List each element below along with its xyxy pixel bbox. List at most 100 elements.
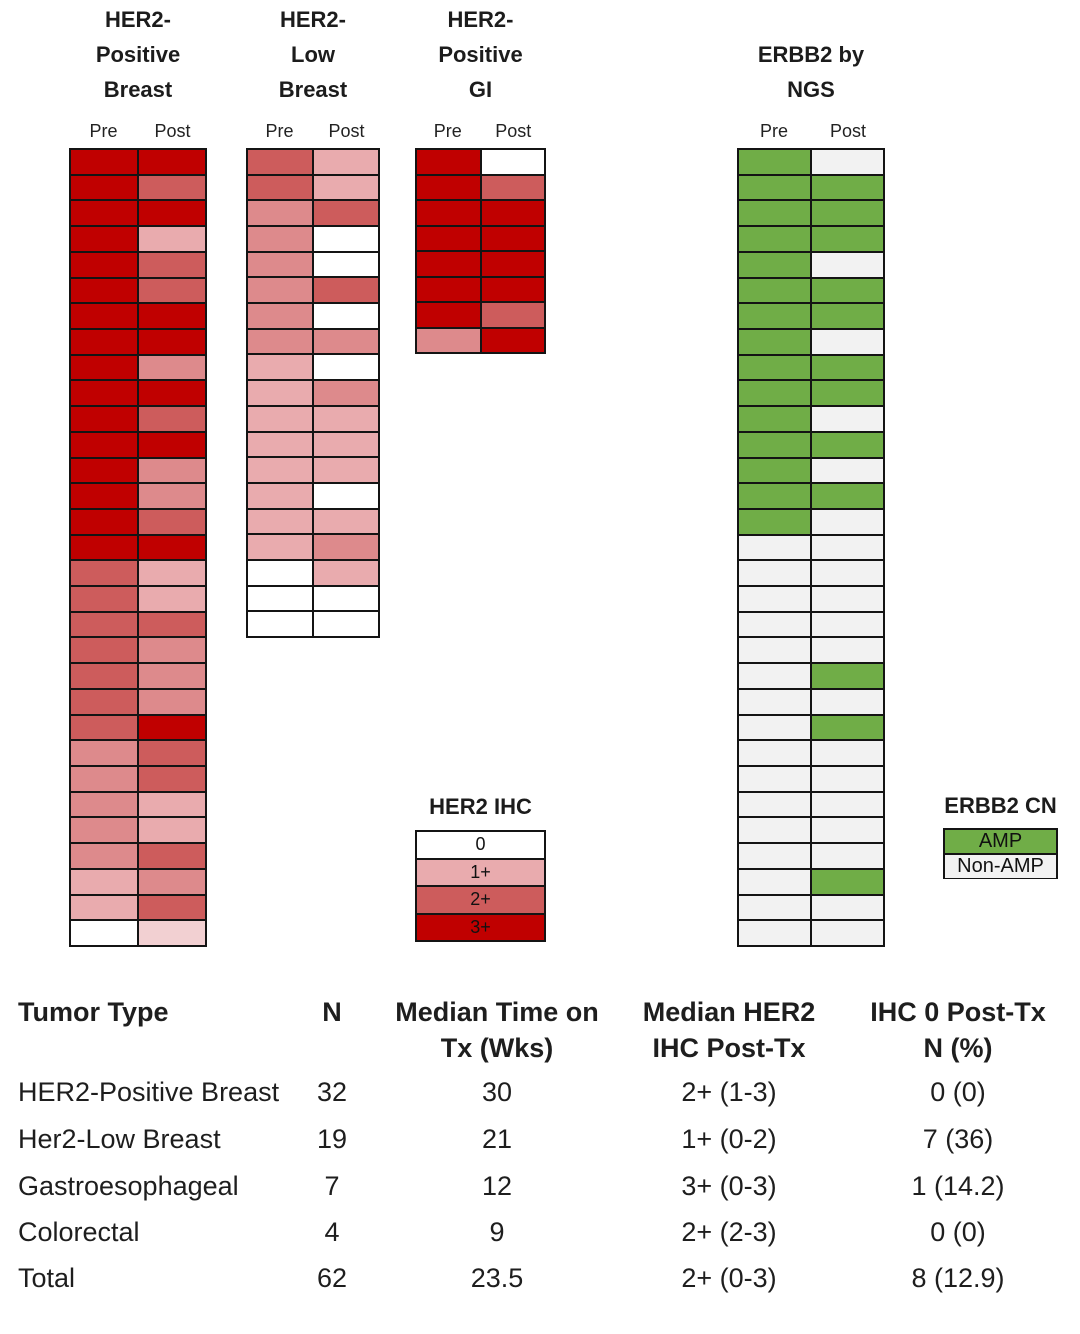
heatmap-cell <box>71 201 137 226</box>
heatmap-cell <box>481 303 544 327</box>
heatmap-cell <box>812 458 883 483</box>
heatmap-cell <box>739 612 810 637</box>
heatmap-cell <box>71 689 137 714</box>
heatmap-cell <box>739 329 810 354</box>
heatmap-cell <box>248 329 312 354</box>
heatmap-cell <box>248 612 312 636</box>
heatmap-cell <box>71 767 137 791</box>
heatmap-cell <box>812 201 883 226</box>
heatmap-cell <box>314 252 378 277</box>
heatmap-cell <box>812 407 883 431</box>
heatmap-cell <box>739 355 810 380</box>
table-cell: 30 <box>481 1077 513 1107</box>
legend-entry: AMP <box>945 830 1056 853</box>
column-labels: Pre Post <box>737 121 885 142</box>
heatmap-cell <box>314 381 378 405</box>
heatmap-cell <box>139 792 205 817</box>
heatmap-cell <box>812 638 883 663</box>
heatmap-cell <box>248 458 312 482</box>
heatmap-cell <box>739 844 810 868</box>
heatmap-cell <box>71 792 137 817</box>
heatmap-cell <box>739 741 810 766</box>
heatmap-cells <box>415 148 546 354</box>
heatmap-cell <box>71 587 137 611</box>
heatmap-cell <box>481 150 544 174</box>
heatmap-cell <box>248 406 312 431</box>
heatmap-cell <box>71 844 137 868</box>
heatmap-cell <box>739 252 810 277</box>
heatmap-cell <box>739 304 810 328</box>
heatmap-cell <box>139 175 205 200</box>
heatmap-cell <box>139 664 205 688</box>
heatmap-cell <box>248 560 312 585</box>
legend-title: ERBB2 CN <box>944 793 1057 818</box>
legend-erbb2-cn: ERBB2 CN AMP Non-AMP <box>943 793 1058 879</box>
heatmap-cell <box>139 638 205 663</box>
column-label: Post <box>154 121 191 141</box>
heatmap-cell <box>812 561 883 586</box>
table-row-label: HER2-Positive Breast <box>18 1077 280 1107</box>
heatmap-title: HER2- Positive Breast <box>95 7 181 102</box>
heatmap-cell <box>71 407 137 431</box>
column-label: Pre <box>759 121 788 141</box>
legend-entry: 1+ <box>417 859 544 885</box>
heatmap-cell <box>812 587 883 611</box>
heatmap-cell <box>739 715 810 740</box>
heatmap-cell <box>314 560 378 585</box>
heatmap-cell <box>812 252 883 277</box>
table-cell: 3+ (0-3) <box>681 1171 777 1201</box>
heatmap-cell <box>739 227 810 251</box>
heatmap-cell <box>812 741 883 766</box>
table-cell: 62 <box>316 1263 348 1293</box>
heatmap-cell <box>71 869 137 894</box>
column-labels: Pre Post <box>69 121 207 142</box>
heatmap-cell <box>812 689 883 714</box>
heatmap-cell <box>812 227 883 251</box>
heatmap-cell <box>71 921 137 945</box>
heatmap-cell <box>481 226 544 250</box>
heatmap-cell <box>314 201 378 226</box>
heatmap-cell <box>812 381 883 406</box>
column-labels: Pre Post <box>415 121 546 142</box>
heatmap-cell <box>71 432 137 457</box>
heatmap-cell <box>739 561 810 586</box>
heatmap-cell <box>248 586 312 611</box>
column-label: Pre <box>89 121 118 141</box>
heatmap-cell <box>248 175 312 200</box>
heatmap-cell <box>248 304 312 328</box>
column-label: Post <box>829 121 867 141</box>
heatmap-her2-low-breast: HER2- Low Breast Pre Post <box>246 7 380 638</box>
heatmap-cell <box>139 612 205 637</box>
table-header-cell: N <box>322 997 342 1027</box>
table-cell: 2+ (1-3) <box>681 1077 777 1107</box>
heatmap-cell <box>248 535 312 559</box>
heatmap-cell <box>248 201 312 226</box>
heatmap-cell <box>739 869 810 894</box>
heatmap-cell <box>481 252 544 276</box>
heatmap-cell <box>812 509 883 534</box>
table-cell: 0 (0) <box>930 1217 986 1247</box>
legend-entries: AMP Non-AMP <box>943 828 1058 879</box>
heatmap-title: HER2- Positive GI <box>438 7 523 102</box>
heatmap-cell <box>139 484 205 508</box>
table-cell: 7 (36) <box>922 1124 994 1154</box>
heatmap-cell <box>314 304 378 328</box>
heatmap-cell <box>139 741 205 766</box>
heatmap-cell <box>739 381 810 406</box>
heatmap-cell <box>812 921 883 945</box>
table-cell: 0 (0) <box>930 1077 986 1107</box>
heatmap-cell <box>71 227 137 251</box>
heatmap-cell <box>417 328 480 352</box>
heatmap-cell <box>139 767 205 791</box>
heatmap-cell <box>739 278 810 303</box>
heatmap-cell <box>139 921 205 945</box>
heatmap-cell <box>71 561 137 586</box>
heatmap-cell <box>139 535 205 560</box>
heatmap-cell <box>248 381 312 405</box>
heatmap-title: HER2- Low Breast <box>278 7 348 102</box>
table-cell: 2+ (0-3) <box>681 1263 777 1293</box>
heatmap-cell <box>739 895 810 920</box>
heatmap-cell <box>812 792 883 817</box>
heatmap-cell <box>71 355 137 380</box>
